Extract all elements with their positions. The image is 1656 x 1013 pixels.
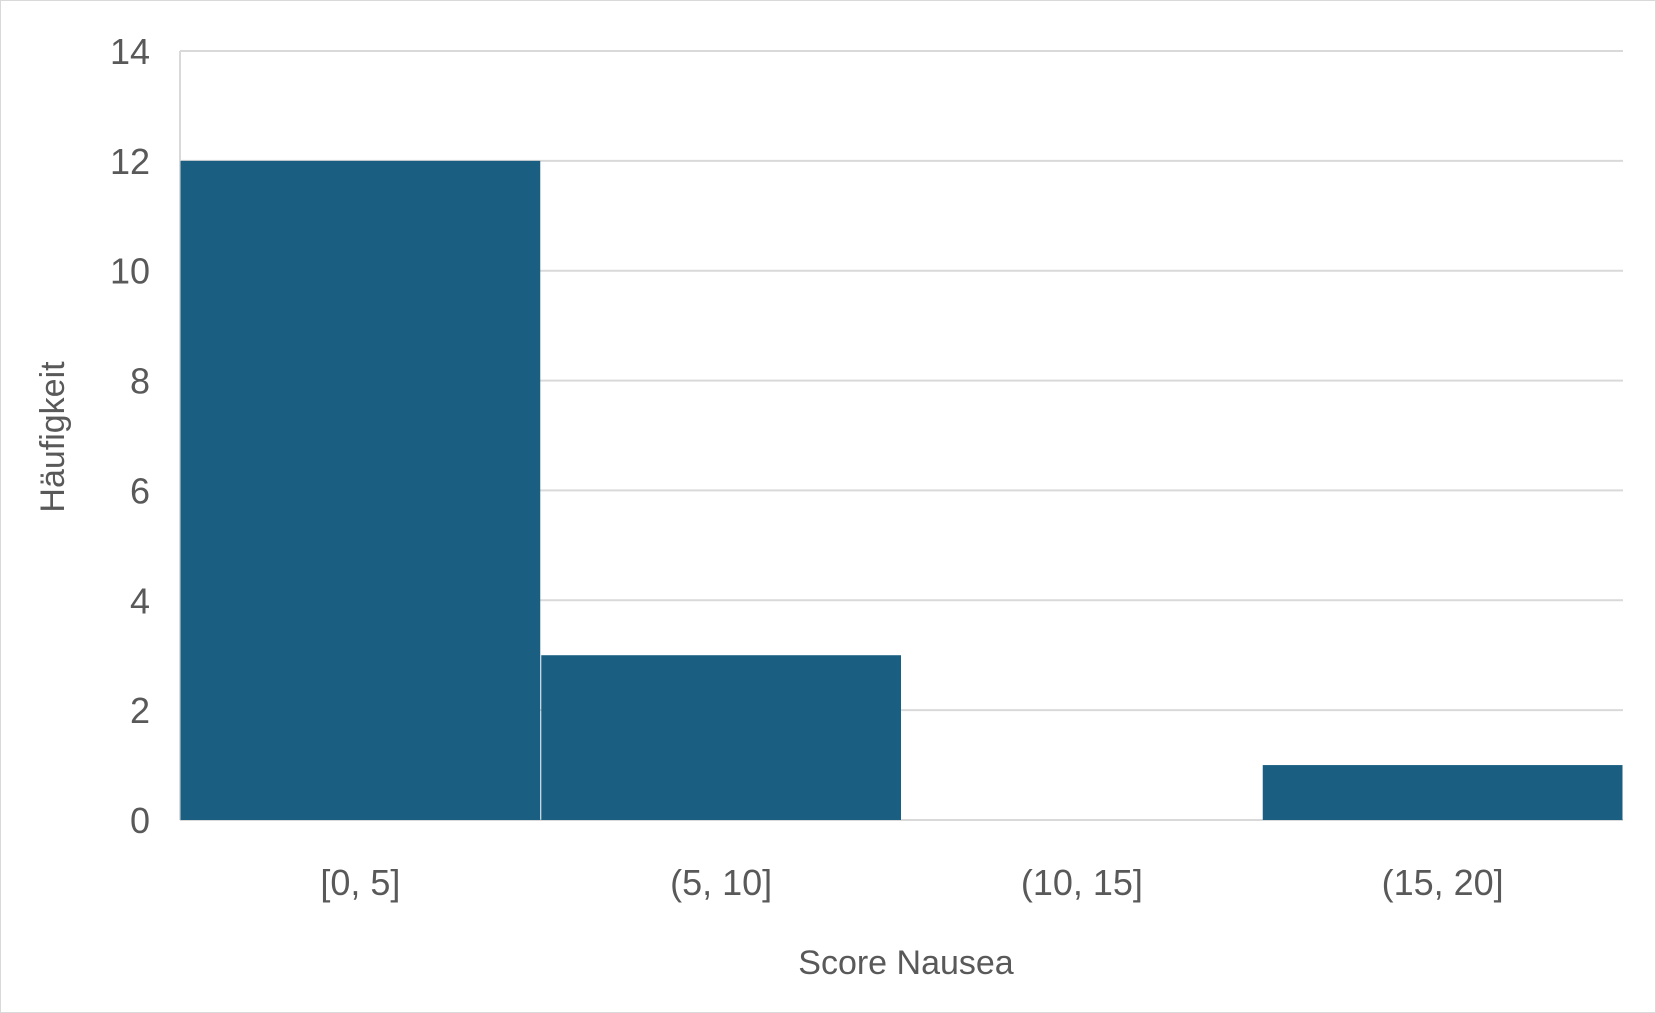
bar	[1262, 765, 1623, 820]
y-tick-label: 14	[110, 31, 150, 72]
x-tick-label: (15, 20]	[1382, 862, 1504, 903]
bar	[541, 655, 901, 820]
y-tick-label: 2	[130, 690, 150, 731]
y-tick-label: 8	[130, 361, 150, 402]
x-tick-labels: [0, 5] (5, 10] (10, 15] (15, 20]	[320, 862, 1503, 903]
y-tick-labels: 0 2 4 6 8 10 12 14	[110, 31, 150, 841]
x-tick-label: (5, 10]	[670, 862, 772, 903]
y-tick-label: 6	[130, 470, 150, 511]
y-axis-title: Häufigkeit	[34, 361, 72, 513]
y-tick-label: 12	[110, 141, 150, 182]
y-tick-label: 0	[130, 800, 150, 841]
y-tick-label: 4	[130, 580, 150, 621]
bars	[180, 160, 1623, 820]
bar	[180, 160, 541, 820]
y-tick-label: 10	[110, 251, 150, 292]
x-axis-title: Score Nausea	[798, 944, 1014, 982]
x-tick-label: [0, 5]	[320, 862, 400, 903]
x-tick-label: (10, 15]	[1021, 862, 1143, 903]
